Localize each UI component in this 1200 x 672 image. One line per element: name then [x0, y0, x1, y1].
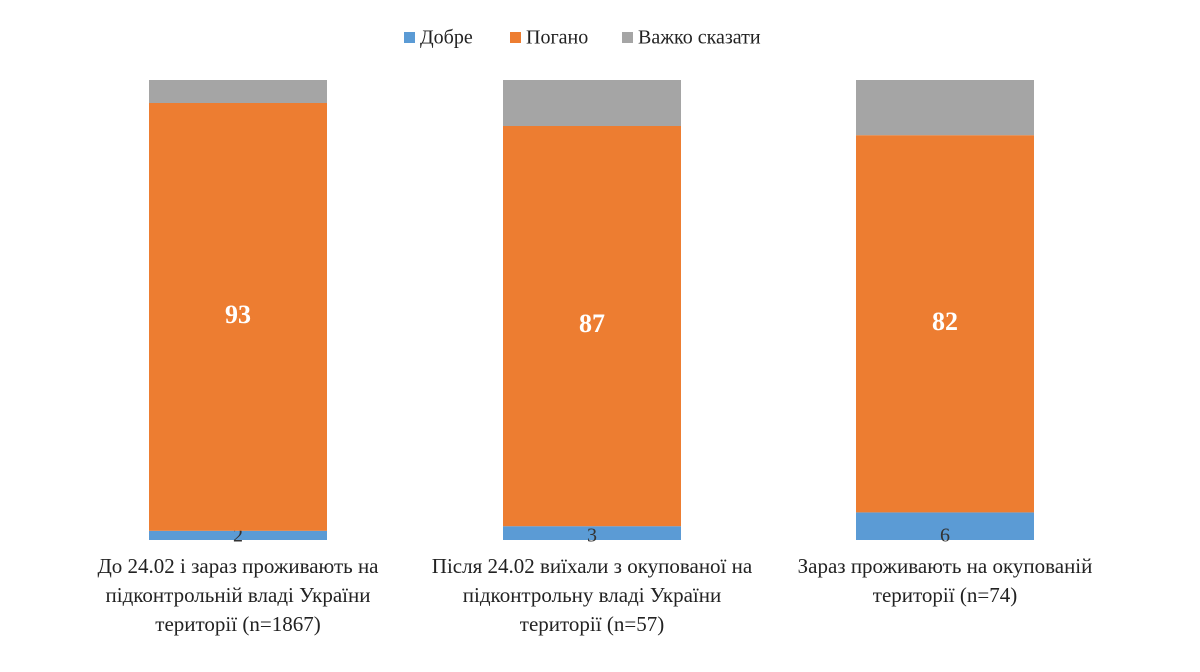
data-label: 82 — [932, 307, 958, 336]
bar-segment — [503, 526, 681, 540]
data-label: 2 — [233, 525, 243, 547]
bar-segment — [149, 530, 327, 540]
bar-segment — [149, 80, 327, 103]
legend-label: Важко сказати — [638, 27, 761, 49]
bar-segment — [149, 103, 327, 531]
category-label: Після 24.02 виїхали з окупованої на підк… — [431, 554, 753, 636]
bar-segment — [503, 80, 681, 126]
data-label: 6 — [940, 525, 950, 547]
data-label: 93 — [225, 300, 251, 329]
bar-segment — [856, 135, 1034, 513]
legend-swatch — [622, 32, 633, 43]
legend-label: Погано — [526, 27, 588, 49]
data-label: 87 — [579, 309, 605, 338]
legend-swatch — [510, 32, 521, 43]
bar-segment — [503, 126, 681, 527]
bar-segment — [856, 512, 1034, 540]
data-label: 3 — [587, 525, 597, 547]
category-label: До 24.02 і зараз проживають на підконтро… — [97, 554, 379, 636]
category-label: Зараз проживають на окупованій території… — [797, 554, 1093, 607]
legend-swatch — [404, 32, 415, 43]
bar-segment — [856, 80, 1034, 136]
legend-label: Добре — [420, 27, 473, 49]
